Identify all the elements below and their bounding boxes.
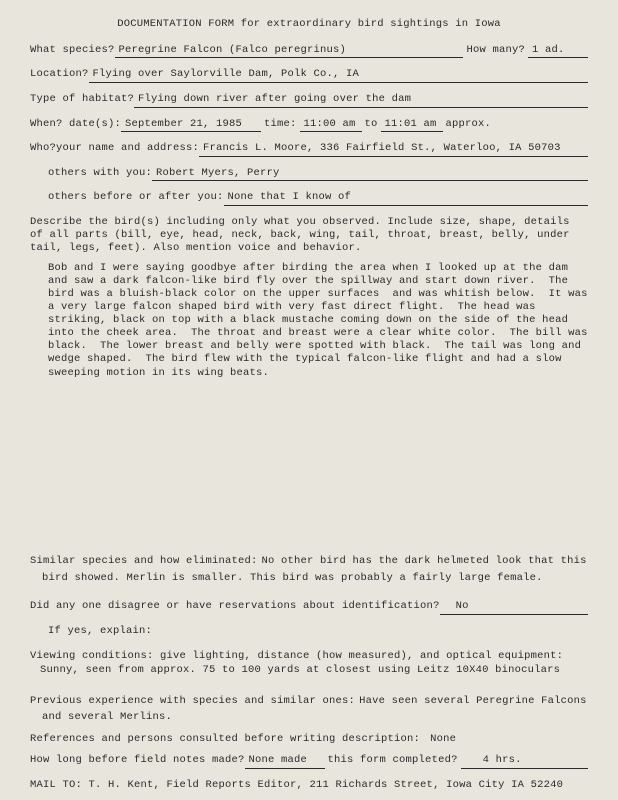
row-when: When? date(s): September 21, 1985 time: … [30, 118, 588, 133]
form-label: this form completed? [325, 754, 461, 768]
habitat-value: Flying down river after going over the d… [134, 93, 588, 108]
row-location: Location? Flying over Saylorville Dam, P… [30, 68, 588, 83]
when-from: 11:00 am [300, 118, 362, 133]
row-disagree: Did any one disagree or have reservation… [30, 600, 588, 615]
species-value: Peregrine Falcon (Falco peregrinus) [115, 44, 464, 59]
others-before-text: None that I know of [228, 191, 352, 205]
when-to-label: to [362, 118, 381, 132]
describe-prompt: Describe the bird(s) including only what… [30, 216, 588, 255]
row-habitat: Type of habitat? Flying down river after… [30, 93, 588, 108]
when-from-text: 11:00 am [304, 118, 356, 132]
refs-label: References and persons consulted before … [30, 733, 420, 747]
location-text: Flying over Saylorville Dam, Polk Co., I… [93, 68, 360, 82]
row-ifyes: If yes, explain: [48, 625, 588, 639]
habitat-text: Flying down river after going over the d… [138, 93, 411, 107]
form-title: DOCUMENTATION FORM for extraordinary bir… [30, 18, 588, 32]
ifyes-label: If yes, explain: [48, 625, 152, 639]
others-with-label: others with you: [48, 167, 152, 181]
when-time-label: time: [261, 118, 300, 132]
form-text: 4 hrs. [465, 754, 522, 768]
describe-body: Bob and I were saying goodbye after bird… [48, 262, 588, 380]
when-to-value: 11:01 am [381, 118, 443, 133]
howmany-label: How many? [463, 44, 528, 58]
notes-value: None made [245, 754, 325, 769]
when-date: September 21, 1985 [121, 118, 261, 133]
who-text: Francis L. Moore, 336 Fairfield St., Wat… [203, 142, 561, 156]
form-value: 4 hrs. [461, 754, 588, 769]
prev-value: Have seen several Peregrine Falcons [355, 695, 587, 709]
refs-value: None [420, 733, 456, 747]
notes-text: None made [249, 754, 308, 768]
prev-label: Previous experience with species and sim… [30, 695, 355, 709]
species-text: Peregrine Falcon (Falco peregrinus) [119, 44, 347, 58]
disagree-text: No [444, 600, 469, 614]
prev-value-cont: and several Merlins. [42, 711, 588, 725]
disagree-value: No [440, 600, 588, 615]
species-label: What species? [30, 44, 115, 58]
row-prev: Previous experience with species and sim… [30, 695, 588, 709]
when-to-text: 11:01 am [385, 118, 437, 132]
similar-value: No other bird has the dark helmeted look… [258, 555, 587, 569]
row-others-with: others with you: Robert Myers, Perry [48, 167, 588, 182]
row-similar: Similar species and how eliminated: No o… [30, 555, 588, 569]
howmany-text: 1 ad. [532, 44, 565, 58]
location-label: Location? [30, 68, 89, 82]
when-date-text: September 21, 1985 [125, 118, 242, 132]
similar-label: Similar species and how eliminated: [30, 555, 258, 569]
others-before-value: None that I know of [224, 191, 588, 206]
blank-space [30, 380, 588, 555]
who-label: Who?your name and address: [30, 142, 199, 156]
row-refs: References and persons consulted before … [30, 733, 588, 747]
notes-label: How long before field notes made? [30, 754, 245, 768]
habitat-label: Type of habitat? [30, 93, 134, 107]
others-with-value: Robert Myers, Perry [152, 167, 588, 182]
others-before-label: others before or after you: [48, 191, 224, 205]
others-with-text: Robert Myers, Perry [156, 167, 280, 181]
mailto: MAIL TO: T. H. Kent, Field Reports Edito… [30, 779, 588, 793]
row-species: What species? Peregrine Falcon (Falco pe… [30, 44, 588, 59]
similar-value-cont: bird showed. Merlin is smaller. This bir… [42, 572, 588, 586]
row-who: Who?your name and address: Francis L. Mo… [30, 142, 588, 157]
when-approx: approx. [443, 118, 495, 132]
viewing-label: Viewing conditions: give lighting, dista… [30, 650, 588, 664]
disagree-label: Did any one disagree or have reservation… [30, 600, 440, 614]
viewing-value: Sunny, seen from approx. 75 to 100 yards… [40, 664, 588, 678]
when-label: When? date(s): [30, 118, 121, 132]
howmany-value: 1 ad. [528, 44, 588, 59]
location-value: Flying over Saylorville Dam, Polk Co., I… [89, 68, 588, 83]
row-others-before: others before or after you: None that I … [48, 191, 588, 206]
row-notes: How long before field notes made? None m… [30, 754, 588, 769]
who-value: Francis L. Moore, 336 Fairfield St., Wat… [199, 142, 588, 157]
